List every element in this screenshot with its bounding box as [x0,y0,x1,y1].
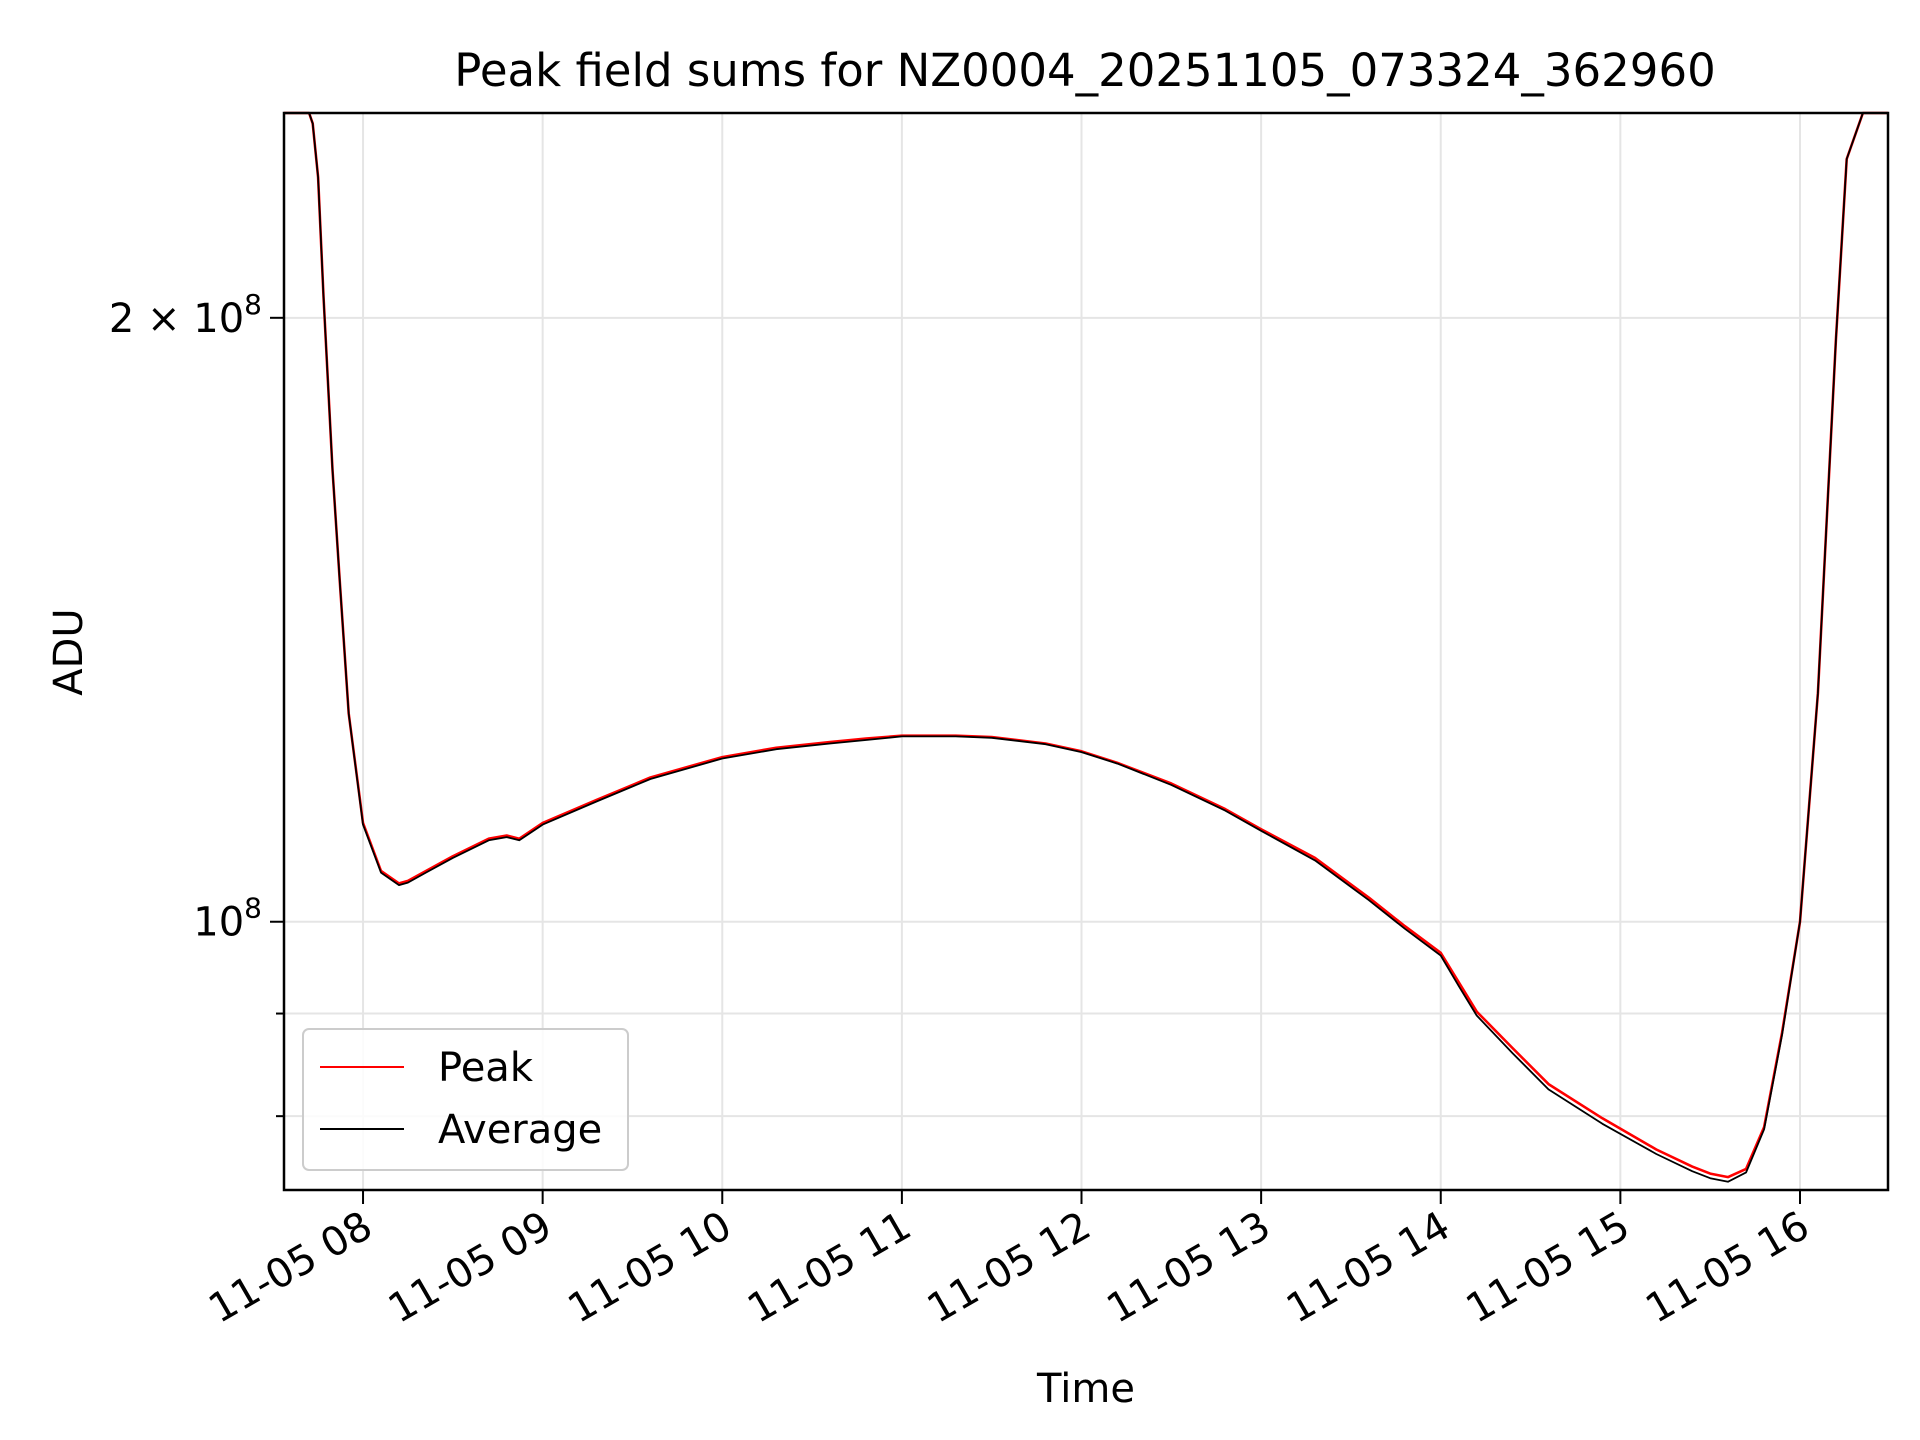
chart-title: Peak field sums for NZ0004_20251105_0733… [454,44,1715,97]
y-axis-label: ADU [46,608,92,695]
series-line-average [284,112,1888,1183]
series-lines [284,111,1888,1183]
legend: Peak Average [302,1028,629,1171]
legend-box [302,1028,629,1171]
x-axis-label: Time [1036,1366,1135,1412]
y-axis-ticks: 108 2 × 108 [109,288,284,1118]
legend-label-average: Average [438,1107,602,1153]
y-tick-label: 108 [193,892,262,946]
plot-frame [282,111,1890,1192]
legend-label-peak: Peak [438,1045,534,1091]
y-tick-label: 2 × 108 [109,288,262,342]
